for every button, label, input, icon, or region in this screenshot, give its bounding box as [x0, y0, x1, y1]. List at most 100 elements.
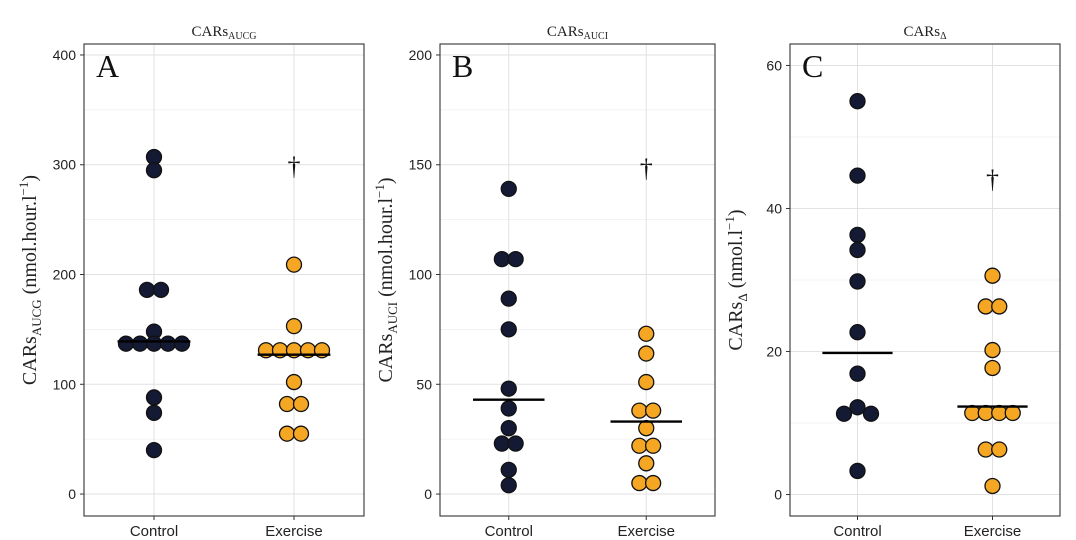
- data-point-control: [159, 335, 177, 352]
- data-point-exercise: [631, 474, 648, 492]
- plot-area: [440, 44, 715, 516]
- data-point-control: [117, 335, 135, 352]
- panel-title-main: CARs: [547, 24, 584, 40]
- y-axis-label-main: CARs: [19, 336, 41, 385]
- data-point-control: [849, 462, 866, 480]
- data-point-control: [145, 162, 163, 179]
- data-point-control: [849, 241, 866, 259]
- data-point-exercise: [991, 441, 1008, 458]
- x-tick-label: Exercise: [617, 523, 675, 540]
- data-point-control: [131, 335, 149, 352]
- y-tick-label: 200: [53, 267, 77, 283]
- panel-title: CARsAUCG: [191, 24, 256, 42]
- data-point-exercise: [285, 256, 303, 273]
- y-axis-label-unit: (nmol.l: [725, 230, 747, 294]
- y-axis-label-subscript: AUCG: [29, 299, 44, 336]
- data-point-exercise: [638, 455, 655, 472]
- panel-letter: B: [452, 48, 473, 84]
- data-point-exercise: [644, 474, 662, 492]
- x-tick-label: Control: [130, 523, 178, 540]
- data-point-exercise: [644, 402, 662, 419]
- significance-dagger: †: [986, 165, 999, 194]
- plot-border: [439, 43, 716, 517]
- y-tick-label: 100: [409, 267, 433, 283]
- data-point-control: [849, 399, 866, 416]
- data-point-control: [500, 400, 517, 417]
- y-tick-label: 300: [53, 157, 77, 173]
- data-point-control: [849, 324, 866, 341]
- y-axis-label-unit: (nmol.hour.l: [19, 195, 41, 299]
- data-point-control: [862, 405, 880, 422]
- plot-area: [84, 44, 364, 516]
- panel-title-main: CARs: [903, 24, 940, 40]
- data-point-control: [507, 250, 524, 268]
- data-point-exercise: [631, 437, 648, 454]
- panel-title-subscript: AUCG: [228, 31, 256, 42]
- data-point-exercise: [638, 345, 655, 362]
- data-point-control: [145, 404, 163, 421]
- y-tick-label: 60: [766, 57, 782, 73]
- data-point-exercise: [638, 373, 655, 391]
- y-tick-label: 0: [774, 487, 782, 503]
- data-point-control: [500, 461, 517, 479]
- y-axis-label-end: ): [725, 209, 747, 216]
- chart-panel-a: CARsAUCG 0 100 200 300 400 Control Exercise CARs…: [0, 0, 365, 540]
- y-tick-label: 400: [53, 47, 77, 63]
- data-point-exercise: [292, 425, 310, 442]
- panel-title: CARsΔ: [903, 24, 947, 42]
- data-point-control: [145, 389, 163, 406]
- panel-title-main: CARs: [191, 24, 228, 40]
- panel-letter: A: [96, 48, 119, 84]
- data-point-exercise: [644, 437, 662, 454]
- data-point-control: [145, 335, 163, 352]
- data-point-control: [173, 335, 191, 352]
- chart-panel-c: CARsΔ 0 20 40 60 Control Exercise CARsΔ (nmol.l…: [720, 0, 1076, 540]
- data-point-control: [152, 281, 170, 299]
- data-point-control: [138, 281, 156, 299]
- data-point-control: [500, 321, 517, 338]
- y-axis-label-main: CARs: [375, 333, 397, 382]
- y-axis-label-end: ): [375, 177, 397, 184]
- x-tick-label: Exercise: [964, 523, 1022, 540]
- x-tick-label: Exercise: [265, 523, 323, 540]
- data-point-control: [849, 273, 866, 290]
- data-point-control: [500, 420, 517, 437]
- data-point-exercise: [977, 441, 994, 458]
- data-point-exercise: [631, 402, 648, 419]
- chart-panel-b: CARsAUCI 0 50 100 150 200 Control Exercise CARsA…: [360, 0, 716, 540]
- data-point-control: [849, 226, 866, 244]
- y-tick-label: 0: [68, 486, 76, 502]
- data-point-exercise: [984, 267, 1001, 284]
- data-point-exercise: [984, 477, 1001, 495]
- data-point-exercise: [638, 325, 655, 342]
- significance-dagger: †: [640, 154, 653, 183]
- significance-dagger: †: [288, 152, 301, 181]
- data-point-exercise: [285, 373, 303, 391]
- y-tick-label: 50: [416, 376, 432, 392]
- data-point-control: [500, 477, 517, 494]
- y-axis-label-superscript: −1: [372, 184, 387, 198]
- data-point-control: [507, 435, 524, 452]
- data-point-control: [493, 435, 511, 452]
- y-axis-label-unit: (nmol.hour.l: [375, 198, 397, 302]
- panel-title-subscript: Δ: [940, 31, 947, 42]
- y-axis-label-main: CARs: [725, 301, 747, 350]
- data-point-control: [835, 405, 853, 422]
- y-tick-label: 100: [53, 376, 77, 392]
- plot-border: [789, 43, 1061, 517]
- data-point-exercise: [984, 359, 1001, 377]
- y-tick-label: 20: [766, 344, 782, 360]
- y-axis-label-end: ): [19, 175, 41, 182]
- x-tick-label: Control: [833, 523, 881, 540]
- panel-letter: C: [802, 48, 823, 84]
- data-point-exercise: [285, 317, 303, 335]
- data-point-exercise: [977, 298, 994, 315]
- y-axis-label-subscript: AUCI: [385, 302, 400, 334]
- data-point-exercise: [638, 420, 655, 437]
- y-axis-label-subscript: Δ: [735, 293, 750, 301]
- data-point-control: [849, 167, 866, 184]
- data-point-control: [500, 180, 517, 198]
- y-tick-label: 40: [766, 200, 782, 216]
